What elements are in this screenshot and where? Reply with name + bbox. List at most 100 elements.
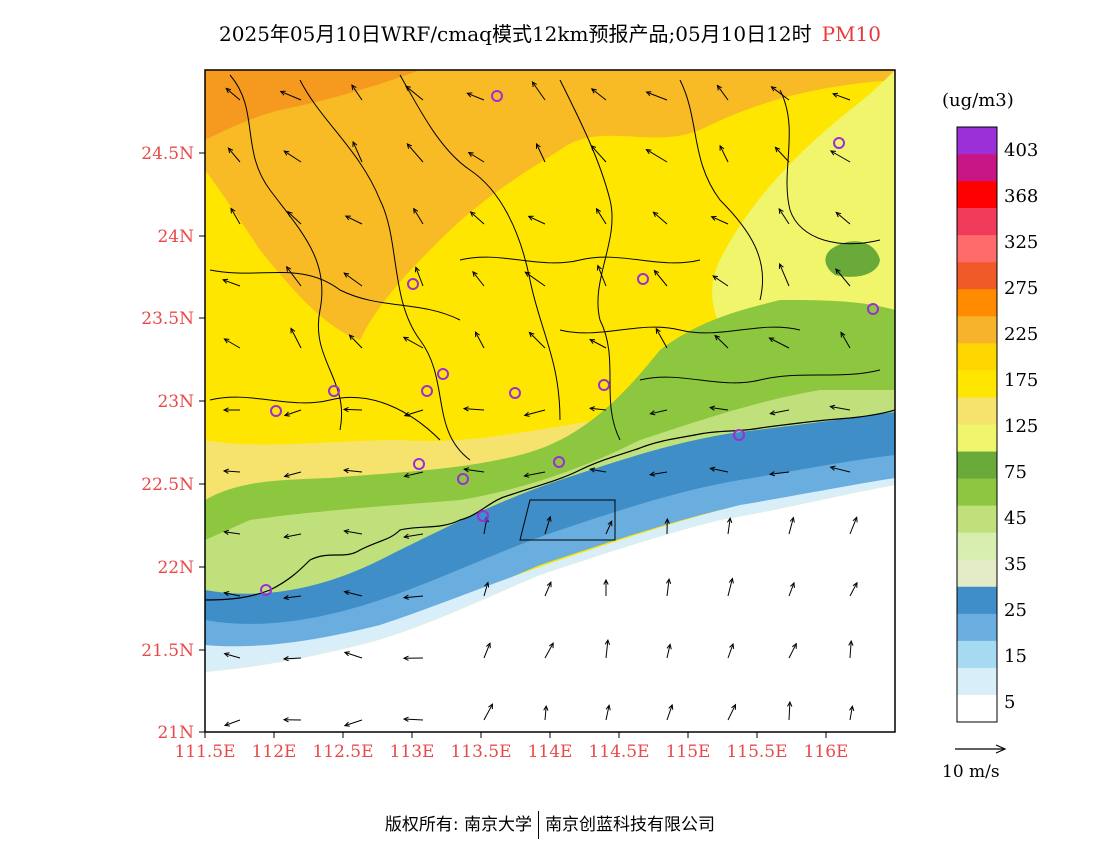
wind-vector-head <box>227 147 234 154</box>
wind-vector-head <box>413 207 419 214</box>
wind-vector <box>343 408 363 411</box>
lon-label: 113.5E <box>450 742 511 762</box>
station-marker <box>270 405 282 417</box>
wind-vector-head <box>405 85 411 91</box>
wind-vector-head <box>282 594 290 601</box>
colorbar-level-label: 75 <box>1004 462 1027 483</box>
admin-boundaries <box>209 74 881 541</box>
lon-axis: 111.5E 112E 112.5E 113E 113.5E 114E 114.… <box>174 732 848 762</box>
wind-vector-head <box>665 577 672 585</box>
station-marker <box>457 473 469 485</box>
wind-vector-head <box>279 90 286 96</box>
colorbar-swatch <box>957 532 997 561</box>
colorbar-frame <box>956 126 998 723</box>
wind-vector <box>650 471 668 476</box>
wind-vector-head <box>645 148 652 155</box>
wind-vector <box>222 279 241 287</box>
wind-vector <box>770 471 790 475</box>
colorbar-swatch <box>957 289 997 317</box>
wind-vector-head <box>222 468 229 474</box>
colorbar-swatch <box>957 505 997 533</box>
station-marker <box>413 458 425 470</box>
wind-vector <box>483 703 493 721</box>
wind-vector <box>344 530 363 535</box>
wind-vector <box>544 516 551 535</box>
wind-vector-head <box>223 591 230 597</box>
wind-vector-head <box>719 144 725 151</box>
wind-vector <box>605 640 609 659</box>
wind-vector <box>788 643 797 659</box>
wind-vector-head <box>543 704 549 711</box>
wind-vector <box>223 470 241 473</box>
wind-vector-head <box>466 92 473 98</box>
colorbar-swatch <box>957 181 997 209</box>
footer: 版权所有: 南京大学 南京创蓝科技有限公司 <box>0 810 1100 839</box>
wind-vector <box>475 331 485 349</box>
wind-vector-head <box>485 642 491 649</box>
wind-vector <box>590 468 607 473</box>
wind-vector-head <box>769 410 776 416</box>
wind-vector-head <box>403 472 410 478</box>
wind-vector-head <box>848 639 854 646</box>
wind-vector-head <box>283 411 290 417</box>
wind-vector-head <box>728 577 734 584</box>
wind-vector <box>727 643 734 659</box>
colorbar-swatch <box>957 316 997 344</box>
colorbar-swatch <box>957 694 997 723</box>
wind-reference-arrow <box>955 744 1007 754</box>
wind-vector <box>483 643 491 659</box>
colorbar-swatch <box>957 559 997 588</box>
colorbar-level-label: 368 <box>1004 186 1039 207</box>
wind-vector-head <box>729 642 735 649</box>
title-species: PM10 <box>821 22 881 46</box>
station-marker <box>477 510 489 522</box>
wind-vector-head <box>222 278 229 284</box>
lon-label: 113E <box>390 742 435 762</box>
wind-vector <box>224 338 241 349</box>
wind-vector-head <box>342 406 349 413</box>
wind-vector <box>788 582 795 597</box>
colorbar-swatch <box>957 397 997 425</box>
station-marker <box>437 368 449 380</box>
wind-vector <box>591 88 607 101</box>
wind-vector-head <box>406 143 413 149</box>
wind-vector-head <box>589 338 596 344</box>
colorbar-level-label: 275 <box>1004 278 1039 299</box>
wind-vector-head <box>789 516 795 523</box>
wind-vector <box>468 152 485 163</box>
wind-vector <box>343 272 363 287</box>
wind-vector <box>352 141 363 163</box>
lon-label: 114.5E <box>588 742 649 762</box>
lon-label: 111.5E <box>174 742 235 762</box>
wind-vector-head <box>791 642 797 649</box>
station-marker <box>733 429 745 441</box>
wind-vector-head <box>348 334 355 340</box>
wind-vector <box>770 409 790 415</box>
wind-vector-head <box>832 92 839 98</box>
wind-vector <box>830 406 851 411</box>
station-marker <box>867 303 879 315</box>
company-text: 南京创蓝科技有限公司 <box>545 815 716 835</box>
colorbar-level-label: 35 <box>1004 554 1027 575</box>
wind-vector-head <box>768 337 775 343</box>
colorbar-level-label: 25 <box>1004 600 1027 621</box>
wind-vector-head <box>414 266 420 273</box>
wind-vector-head <box>546 581 552 588</box>
wind-vector-head <box>595 207 601 214</box>
wind-vector <box>283 150 302 163</box>
station-marker <box>637 273 649 285</box>
wind-vector-head <box>668 703 674 710</box>
wind-vector <box>544 582 552 597</box>
wind-vector <box>727 518 731 535</box>
wind-vector-head <box>829 150 836 156</box>
wind-vector <box>646 91 668 101</box>
wind-vector-head <box>225 87 232 94</box>
wind-vector-head <box>351 84 357 91</box>
wind-vector-head <box>472 270 478 277</box>
wind-vector-head <box>223 652 230 658</box>
wind-vector <box>531 81 546 101</box>
colorbar-swatch <box>957 343 997 371</box>
wind-vector <box>286 266 302 287</box>
wind-vector-head <box>402 594 409 600</box>
colorbar-swatch <box>957 424 997 452</box>
